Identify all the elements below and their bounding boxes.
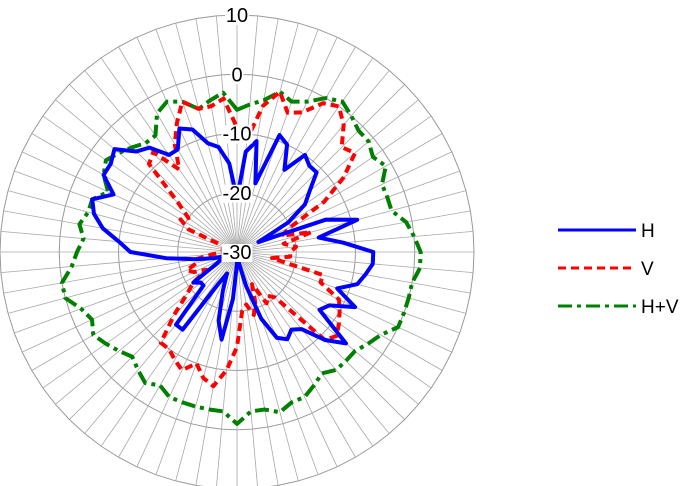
tick-labels: -30 -20 -10 0 10 [221, 5, 253, 264]
series-line-v [147, 89, 358, 389]
legend: HV H+V [558, 221, 679, 318]
tick-label: -20 [223, 183, 252, 205]
legend-label: H+V [641, 297, 679, 318]
tick-label: -30 [223, 242, 252, 264]
tick-label-background [221, 244, 253, 262]
series-layer [59, 89, 423, 426]
grid-spoke [236, 230, 474, 253]
tick-label-background [230, 66, 244, 85]
grid-spoke [236, 99, 419, 253]
grid-spoke [236, 251, 258, 486]
grid-spoke [236, 251, 390, 434]
tick-label: 0 [231, 64, 242, 86]
grid-spoke [42, 115, 238, 253]
grid-spoke [0, 251, 238, 274]
grid-spoke [22, 251, 238, 353]
grid-spoke [69, 84, 238, 253]
grid-spoke [175, 22, 238, 253]
tick-label: 10 [226, 5, 248, 27]
grid-spoke [31, 133, 238, 253]
grid-spoke [236, 251, 460, 334]
grid-spoke [175, 251, 238, 482]
grid-spoke [55, 99, 238, 253]
grid-spoke [236, 46, 356, 253]
grid-spoke [236, 251, 374, 447]
tick-label: -10 [223, 124, 252, 146]
grid-spoke [155, 29, 238, 253]
grid-spoke [3, 210, 238, 253]
grid-spoke [236, 115, 432, 253]
grid-spoke [195, 18, 238, 253]
grid-spoke [7, 190, 238, 253]
grid-spoke [14, 170, 238, 253]
grid-spoke [236, 70, 390, 253]
tick-label-background [221, 184, 253, 203]
grid-spoke [236, 251, 419, 405]
series-line-h-plus-v [59, 89, 423, 426]
grid-spoke [100, 251, 238, 447]
grid-spoke [14, 251, 238, 334]
grid-spoke [236, 84, 405, 253]
legend-label: V [641, 259, 654, 280]
grid-spoke [236, 18, 279, 253]
grid-spoke [84, 70, 238, 253]
grid-spoke [236, 251, 452, 353]
tick-label-background [224, 7, 250, 25]
grid-spoke [236, 251, 279, 486]
grid-spoke [136, 251, 238, 467]
grid-spoke [136, 37, 238, 253]
grid-spoke [69, 251, 238, 420]
grid-spoke [236, 251, 356, 458]
grid-spoke [55, 251, 238, 405]
grid-spoke [236, 251, 467, 314]
grid-spoke [195, 251, 238, 486]
series-line-h [90, 126, 376, 346]
grid-spoke [236, 251, 432, 389]
grid-spoke [236, 22, 299, 253]
legend-label: H [641, 221, 655, 242]
grid-spoke [236, 251, 319, 475]
tick-label-background [221, 125, 253, 144]
grid-spoke [236, 251, 474, 274]
grid-spoke [7, 251, 238, 314]
grid-spoke [236, 210, 471, 253]
